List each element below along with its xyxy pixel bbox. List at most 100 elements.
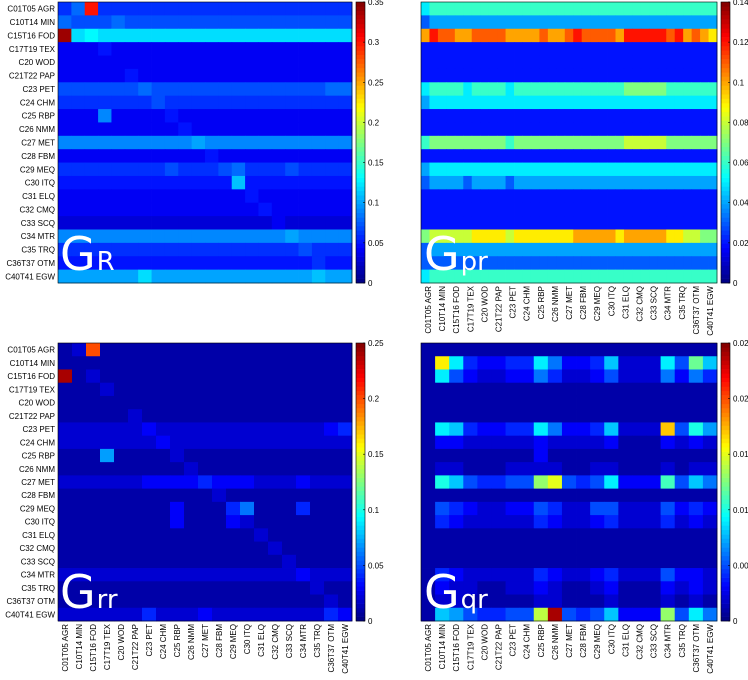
heatmap-cell	[184, 435, 199, 450]
heatmap-cell	[268, 356, 283, 370]
heatmap-cell	[505, 28, 515, 43]
row-label: C23 PET	[23, 85, 56, 94]
heatmap-cell	[164, 82, 179, 97]
heatmap-cell	[191, 189, 206, 204]
colorbar-step	[721, 508, 730, 513]
column-label: C26 NMM	[187, 624, 196, 660]
heatmap-cell	[519, 369, 535, 384]
heatmap-cell	[700, 55, 709, 70]
heatmap-cell	[311, 175, 326, 190]
heatmap-cell	[310, 343, 325, 357]
heatmap-cell	[491, 541, 506, 556]
heatmap-cell	[421, 475, 436, 490]
heatmap-cell	[296, 369, 311, 384]
heatmap-cell	[657, 55, 667, 70]
heatmap-cell	[231, 175, 246, 190]
colorbar-step	[356, 560, 365, 565]
heatmap-cell	[338, 15, 353, 30]
heatmap-cell	[296, 541, 311, 556]
heatmap-cell	[632, 122, 642, 137]
heatmap-cell	[674, 229, 684, 244]
heatmap-cell	[514, 175, 523, 190]
heatmap-cell	[556, 42, 566, 56]
heatmap-cell	[245, 202, 259, 217]
heatmap-cell	[666, 82, 676, 97]
heatmap-cell	[421, 122, 430, 137]
heatmap-cell	[530, 242, 540, 257]
heatmap-cell	[296, 435, 311, 450]
heatmap-cell	[151, 242, 166, 257]
heatmap-cell	[178, 242, 193, 257]
colorbar-step	[721, 455, 730, 461]
heatmap-cell	[449, 369, 464, 384]
heatmap-cell	[58, 462, 73, 476]
heatmap-cell	[58, 382, 73, 397]
heatmap-cell	[124, 82, 139, 97]
heatmap-cell	[142, 369, 157, 384]
heatmap-cell	[325, 95, 340, 110]
heatmap-cell	[449, 395, 464, 410]
heatmap-cell	[421, 594, 436, 609]
heatmap-cell	[632, 356, 647, 370]
column-label: C30 ITQ	[243, 624, 252, 654]
colorbar-step	[356, 133, 365, 139]
heatmap-cell	[254, 343, 269, 357]
heatmap-cell	[702, 343, 718, 357]
heatmap-cell	[646, 581, 662, 595]
heatmap-cell	[198, 607, 213, 622]
colorbar-step	[721, 182, 730, 187]
heatmap-cell	[325, 149, 340, 163]
heatmap-cell	[151, 2, 166, 16]
heatmap-cell	[282, 382, 297, 397]
heatmap-cell	[212, 395, 227, 410]
heatmap-cell	[142, 475, 157, 490]
heatmap-cell	[702, 488, 718, 503]
heatmap-cell	[421, 256, 430, 271]
heatmap-cell	[310, 568, 325, 582]
heatmap-cell	[491, 501, 506, 516]
heatmap-cell	[561, 435, 577, 450]
heatmap-cell	[124, 202, 139, 217]
heatmap-cell	[561, 528, 577, 542]
colorbar-step	[721, 495, 730, 500]
heatmap-cell	[480, 95, 490, 110]
heatmap-cell	[573, 269, 583, 284]
heatmap-cell	[519, 422, 535, 437]
heatmap-cell	[421, 409, 436, 423]
heatmap-cell	[477, 462, 492, 476]
heatmap-cell	[245, 256, 259, 271]
heatmap-cell	[296, 462, 311, 476]
heatmap-cell	[514, 269, 523, 284]
heatmap-cell	[688, 568, 704, 582]
heatmap-cell	[271, 55, 286, 70]
heatmap-cell	[449, 488, 464, 503]
heatmap-cell	[268, 395, 283, 410]
colorbar-step	[721, 146, 730, 152]
heatmap-cell	[191, 256, 206, 271]
heatmap-cell	[324, 568, 339, 582]
heatmap-cell	[522, 55, 532, 70]
heatmap-cell	[86, 475, 101, 490]
heatmap-cell	[505, 462, 521, 476]
heatmap-cell	[72, 581, 87, 595]
heatmap-cell	[590, 528, 605, 542]
heatmap-cell	[632, 82, 642, 97]
heatmap-cell	[437, 95, 447, 110]
heatmap-cell	[178, 216, 193, 230]
heatmap-cell	[254, 501, 269, 516]
heatmap-cell	[463, 189, 473, 204]
heatmap-cell	[598, 149, 608, 163]
heatmap-cell	[128, 395, 143, 410]
heatmap-cell	[285, 95, 299, 110]
heatmap-cell	[268, 409, 283, 423]
heatmap-cell	[623, 216, 633, 230]
heatmap-cell	[547, 435, 563, 450]
heatmap-cell	[446, 256, 456, 271]
colorbar-step	[721, 72, 730, 77]
heatmap-cell	[114, 448, 129, 463]
heatmap-cell	[268, 501, 283, 516]
heatmap-cell	[590, 369, 605, 384]
heatmap-cell	[454, 202, 464, 217]
heatmap-cell	[618, 594, 633, 609]
heatmap-cell	[298, 82, 313, 97]
